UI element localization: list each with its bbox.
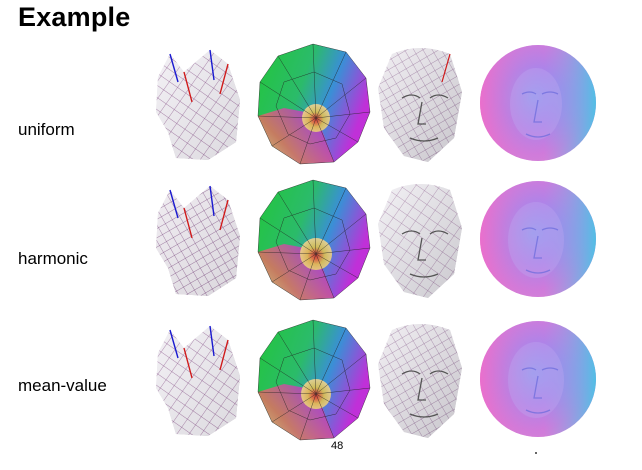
row-label-harmonic: harmonic xyxy=(18,249,88,268)
cat-head-mesh-icon xyxy=(156,185,240,296)
cat-head-mesh-icon xyxy=(156,325,240,436)
normal-map-disk-icon xyxy=(480,321,596,437)
page-number: 48 xyxy=(331,440,344,452)
normal-map-disk-icon xyxy=(480,45,596,161)
normal-map-disk-icon xyxy=(480,181,596,297)
cat-head-mesh-icon xyxy=(156,49,240,160)
parameterization-disk-mesh-icon xyxy=(257,319,371,441)
row-label-uniform: uniform xyxy=(18,120,75,139)
face-mesh-icon xyxy=(378,184,462,298)
face-mesh-icon xyxy=(378,48,462,162)
slide-title: Example xyxy=(18,2,131,32)
parameterization-disk-mesh-icon xyxy=(257,179,371,301)
parameterization-disk-mesh-icon xyxy=(257,43,371,165)
face-mesh-icon xyxy=(378,324,462,438)
row-label-mean-value: mean-value xyxy=(18,376,107,395)
decorative-dot xyxy=(535,452,537,454)
